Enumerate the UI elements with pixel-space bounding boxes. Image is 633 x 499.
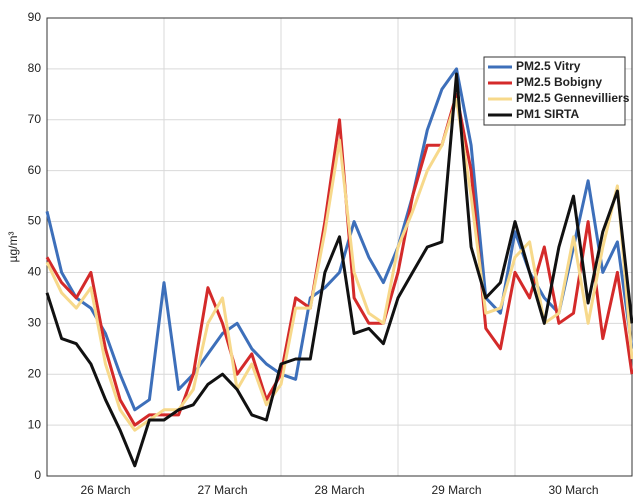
y-tick-label: 70 — [28, 112, 42, 126]
legend-label: PM1 SIRTA — [516, 107, 579, 121]
y-tick-label: 40 — [28, 265, 42, 279]
y-tick-label: 20 — [28, 366, 42, 380]
plot-frame — [46, 17, 633, 477]
y-tick-label: 10 — [28, 417, 42, 431]
series-line — [45, 92, 633, 427]
legend-label: PM2.5 Vitry — [516, 59, 581, 73]
y-tick-label: 80 — [28, 61, 42, 75]
y-tick-label: 30 — [28, 316, 42, 330]
x-tick-label: 26 March — [80, 483, 130, 497]
x-tick-label: 30 March — [548, 483, 598, 497]
series-line — [45, 72, 633, 468]
y-tick-label: 50 — [28, 214, 42, 228]
y-tick-label: 60 — [28, 163, 42, 177]
legend-label: PM2.5 Bobigny — [516, 75, 602, 89]
x-tick-label: 28 March — [314, 483, 364, 497]
y-tick-label: 90 — [28, 10, 42, 24]
x-tick-label: 27 March — [197, 483, 247, 497]
legend-label: PM2.5 Gennevilliers — [516, 91, 630, 105]
y-tick-label: 0 — [34, 468, 41, 482]
series-line — [45, 97, 633, 432]
x-tick-label: 29 March — [431, 483, 481, 497]
y-axis-label: µg/m³ — [6, 232, 20, 263]
